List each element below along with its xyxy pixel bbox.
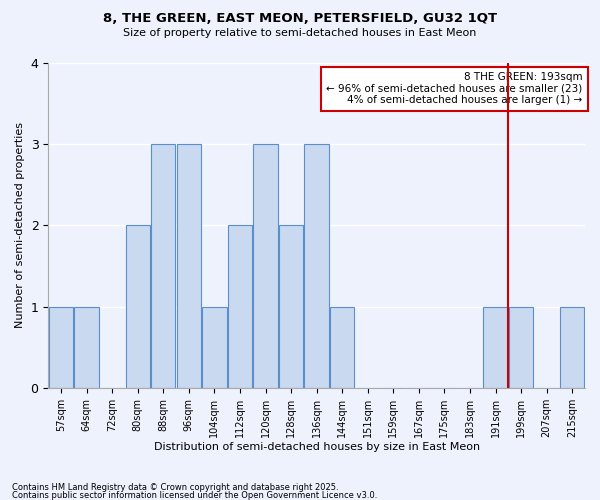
Text: Contains public sector information licensed under the Open Government Licence v3: Contains public sector information licen…	[12, 490, 377, 500]
Text: 8 THE GREEN: 193sqm
← 96% of semi-detached houses are smaller (23)
4% of semi-de: 8 THE GREEN: 193sqm ← 96% of semi-detach…	[326, 72, 583, 106]
Bar	[484, 306, 508, 388]
Bar	[151, 144, 175, 388]
Bar	[177, 144, 201, 388]
Bar	[253, 144, 278, 388]
X-axis label: Distribution of semi-detached houses by size in East Meon: Distribution of semi-detached houses by …	[154, 442, 480, 452]
Bar	[279, 225, 303, 388]
Text: Size of property relative to semi-detached houses in East Meon: Size of property relative to semi-detach…	[124, 28, 476, 38]
Text: Contains HM Land Registry data © Crown copyright and database right 2025.: Contains HM Land Registry data © Crown c…	[12, 484, 338, 492]
Bar	[304, 144, 329, 388]
Bar	[202, 306, 227, 388]
Bar	[509, 306, 533, 388]
Bar	[330, 306, 355, 388]
Bar	[228, 225, 252, 388]
Bar	[49, 306, 73, 388]
Text: 8, THE GREEN, EAST MEON, PETERSFIELD, GU32 1QT: 8, THE GREEN, EAST MEON, PETERSFIELD, GU…	[103, 12, 497, 26]
Bar	[560, 306, 584, 388]
Y-axis label: Number of semi-detached properties: Number of semi-detached properties	[15, 122, 25, 328]
Bar	[74, 306, 99, 388]
Bar	[125, 225, 150, 388]
